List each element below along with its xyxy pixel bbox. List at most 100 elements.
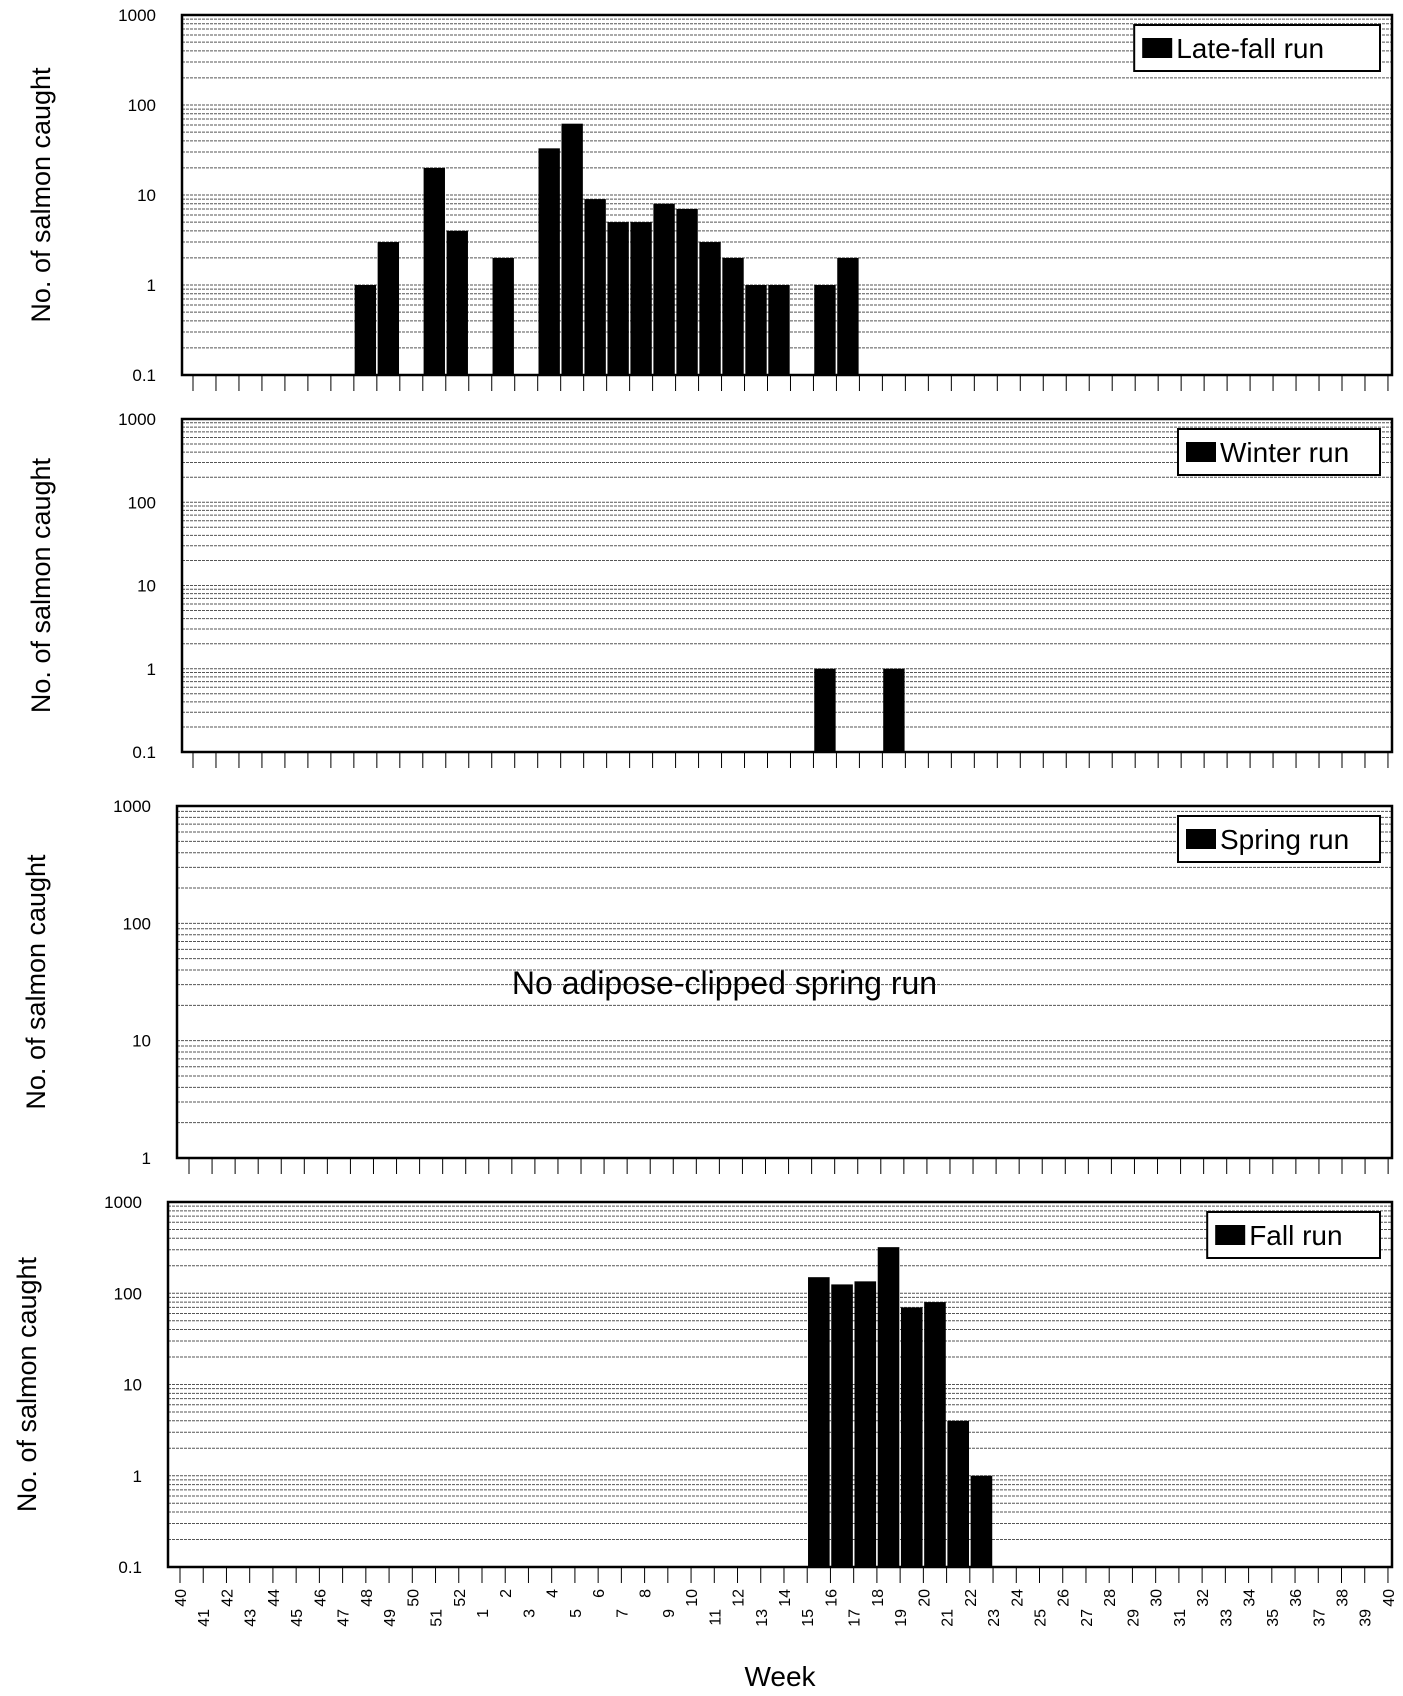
legend-label: Winter run: [1220, 437, 1349, 468]
x-tick-label: 9: [661, 1609, 678, 1618]
bar-week-8: [653, 203, 675, 375]
bar-week-51: [446, 230, 468, 375]
bar-week-18: [877, 1247, 900, 1567]
bar-week-5: [584, 199, 606, 375]
legend-swatch: [1186, 829, 1216, 849]
legend-label: Fall run: [1249, 1220, 1342, 1251]
y-tick-label: 1000: [118, 6, 156, 25]
bar-week-21: [947, 1420, 970, 1567]
legend-swatch: [1142, 38, 1173, 58]
x-tick-label: 15: [800, 1609, 817, 1627]
bar-week-12: [745, 285, 767, 375]
bar-week-20: [924, 1302, 946, 1567]
bar-week-50: [423, 167, 445, 375]
x-tick-label: 52: [452, 1589, 469, 1607]
x-tick-label: 36: [1288, 1589, 1305, 1607]
bar-week-48: [377, 242, 400, 375]
bar-week-15: [808, 1277, 830, 1567]
bar-week-9: [676, 208, 698, 375]
x-tick-label: 35: [1265, 1609, 1282, 1627]
x-tick-label: 32: [1195, 1589, 1212, 1607]
bar-week-19: [900, 1307, 923, 1567]
x-tick-label: 40: [1381, 1589, 1398, 1607]
x-tick-label: 4: [545, 1589, 562, 1598]
y-tick-label: 10: [137, 186, 156, 205]
x-tick-label: 42: [219, 1589, 236, 1607]
bar-week-16: [837, 257, 859, 375]
x-tick-label: 43: [243, 1609, 260, 1627]
bar-week-47: [354, 285, 377, 375]
x-tick-label: 18: [870, 1589, 887, 1607]
x-tick-label: 40: [173, 1589, 190, 1607]
legend-swatch: [1215, 1225, 1246, 1245]
x-tick-label: 17: [847, 1609, 864, 1627]
bar-week-3: [538, 148, 560, 375]
bar-week-16: [831, 1284, 853, 1567]
y-tick-label: 1: [133, 1467, 142, 1486]
x-tick-label: 50: [405, 1589, 422, 1607]
y-tick-label: 10: [132, 1032, 151, 1051]
x-tick-label: 29: [1125, 1609, 1142, 1627]
y-tick-label: 1: [147, 660, 156, 679]
x-tick-label: 51: [429, 1609, 446, 1627]
y-axis-label: No. of salmon caught: [21, 854, 51, 1110]
no-data-note: No adipose-clipped spring run: [512, 965, 937, 1001]
legend-box: [1133, 24, 1381, 72]
x-tick-label: 47: [336, 1609, 353, 1627]
legend-swatch: [1186, 442, 1216, 462]
x-axis-label: Week: [744, 1661, 816, 1692]
y-tick-label: 1: [147, 276, 156, 295]
y-tick-label: 1000: [113, 797, 151, 816]
bar-week-22: [970, 1475, 993, 1567]
plot-frame: [166, 1200, 1394, 1569]
x-tick-label: 5: [568, 1609, 585, 1618]
x-tick-label: 39: [1358, 1609, 1375, 1627]
bar-week-1: [492, 257, 514, 375]
x-tick-label: 34: [1242, 1589, 1259, 1607]
bar-week-11: [722, 257, 744, 375]
x-tick-label: 7: [614, 1609, 631, 1618]
panel-2: 0.1 1 10 100 1000 No. of salmon caught Winter …: [26, 410, 1394, 768]
plot-area: [177, 806, 1392, 1158]
legend-label: Spring run: [1220, 824, 1349, 855]
bar-week-15: [814, 285, 836, 375]
bar-week-6: [607, 222, 629, 375]
panel-3: 1 10 100 1000 No. of salmon caught Spring run…: [21, 797, 1394, 1174]
x-tick-label: 22: [963, 1589, 980, 1607]
bar-week-18: [883, 668, 905, 752]
y-tick-label: 0.1: [132, 366, 156, 385]
bar-week-4: [561, 123, 583, 375]
x-tick-label: 2: [498, 1589, 515, 1598]
x-tick-label: 1: [475, 1609, 492, 1618]
x-tick-label: 24: [1009, 1589, 1026, 1607]
x-tick-label: 25: [1033, 1609, 1050, 1627]
y-axis-label: No. of salmon caught: [26, 457, 56, 713]
x-tick-label: 16: [823, 1589, 840, 1607]
x-tick-label: 19: [893, 1609, 910, 1627]
x-tick-label: 33: [1218, 1609, 1235, 1627]
y-tick-label: 0.1: [132, 743, 156, 762]
x-tick-label: 37: [1311, 1609, 1328, 1627]
plot-frame: [180, 13, 1394, 377]
bar-week-13: [768, 285, 790, 375]
panel-1: 0.1 1 10 100 1000 No. of salmon caught Late-fa…: [26, 6, 1394, 391]
bar-week-15: [814, 668, 836, 752]
x-tick-label: 27: [1079, 1609, 1096, 1627]
y-tick-label: 100: [114, 1284, 142, 1303]
x-tick-label: 31: [1172, 1609, 1189, 1627]
x-tick-label: 8: [638, 1589, 655, 1598]
x-tick-label: 26: [1056, 1589, 1073, 1607]
x-tick-label: 49: [382, 1609, 399, 1627]
x-tick-label: 6: [591, 1589, 608, 1598]
y-tick-label: 100: [128, 493, 156, 512]
y-axis-label: No. of salmon caught: [12, 1256, 42, 1512]
y-tick-label: 10: [137, 577, 156, 596]
bar-week-17: [854, 1281, 877, 1567]
panel-4: 0.1 1 10 100 1000 No. of salmon caught Fall ru…: [12, 1193, 1394, 1583]
y-tick-label: 1000: [104, 1193, 142, 1212]
plot-frame: [175, 804, 1394, 1160]
x-tick-label: 13: [754, 1609, 771, 1627]
x-tick-label: 44: [266, 1589, 283, 1607]
y-tick-label: 1: [142, 1149, 151, 1168]
